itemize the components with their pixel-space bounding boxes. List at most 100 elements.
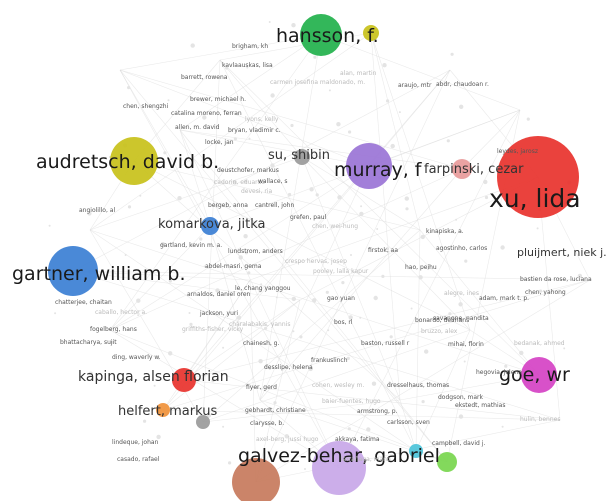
minor-author-label[interactable]: ekstedt, mathias [455, 402, 506, 409]
minor-author-label[interactable]: bruzzo, alex [421, 328, 458, 335]
node-komarkova[interactable] [201, 217, 219, 235]
minor-author-label[interactable]: lyons, kelly [245, 116, 279, 123]
minor-author-label[interactable]: agostinho, carlos [436, 245, 488, 252]
node-label-gartner[interactable]: gartner, william b. [12, 263, 186, 285]
minor-author-label[interactable]: carlsson, sven [387, 419, 430, 426]
node-xu[interactable] [497, 136, 579, 218]
minor-author-label[interactable]: alan, martin [340, 70, 377, 77]
minor-author-label[interactable]: leydes, jarosz [497, 148, 538, 155]
minor-author-label[interactable]: araujo, mtr [398, 82, 432, 89]
minor-author-label[interactable]: deustchofer, markus [217, 167, 279, 174]
minor-author-label[interactable]: caballo, hector a. [95, 309, 148, 316]
node-grey-small[interactable] [196, 415, 210, 429]
node-label-pluijmert[interactable]: pluijmert, niek j. [517, 246, 607, 259]
minor-author-label[interactable]: baston, russell r [361, 340, 410, 347]
node-label-kapinga[interactable]: kapinga, alsen florian [78, 369, 229, 385]
minor-author-label[interactable]: chen, yahong [525, 289, 566, 296]
minor-author-label[interactable]: armstrong, p. [357, 408, 398, 415]
minor-author-label[interactable]: chen, wei-hung [312, 223, 359, 230]
minor-author-label[interactable]: axel-berg, jussi hugo [256, 436, 319, 443]
minor-author-label[interactable]: le, chang yanggou [235, 285, 291, 292]
minor-author-label[interactable]: bhattacharya, sujit [60, 339, 117, 346]
minor-author-label[interactable]: bastien da rose, luciana [520, 276, 592, 283]
minor-author-label[interactable]: dresselhaus, thomas [387, 382, 450, 389]
node-label-galvez[interactable]: galvez-behar, gabriel [238, 445, 440, 467]
minor-author-label[interactable]: bedanak, ahmed [514, 340, 565, 347]
minor-author-label[interactable]: cantrell, john [255, 202, 295, 209]
minor-author-label[interactable]: lindeque, johan [112, 439, 159, 446]
minor-author-label[interactable]: firstok, aa [368, 247, 399, 254]
minor-author-label[interactable]: bryan, vladimir c. [228, 127, 281, 134]
minor-author-label[interactable]: savangne, nandita [433, 315, 489, 322]
minor-author-label[interactable]: cadorin, eduardo [214, 179, 266, 186]
node-audretsch[interactable] [110, 137, 158, 185]
minor-author-label[interactable]: charalabakis, yannis [229, 321, 291, 328]
minor-author-label[interactable]: desslipe, helena [264, 364, 313, 371]
minor-author-label[interactable]: devesi, ria [241, 188, 273, 195]
minor-author-label[interactable]: bergeb, anna [208, 202, 248, 209]
node-hansson[interactable] [300, 14, 342, 56]
node-helfert[interactable] [156, 403, 170, 417]
minor-author-label[interactable]: larrañaga, mano [341, 456, 391, 463]
minor-author-label[interactable]: campbell, david j. [432, 440, 486, 447]
minor-author-label[interactable]: kavlaauskas, lisa [222, 62, 273, 69]
minor-author-label[interactable]: abdr, chaudoan r. [436, 81, 489, 88]
node-label-su[interactable]: su, shibin [268, 148, 331, 163]
node-label-goe[interactable]: goe, wr [499, 364, 570, 386]
minor-author-label[interactable]: pooley, lalla kapur [313, 268, 369, 275]
minor-author-label[interactable]: baier-fuentes, hugo [322, 398, 381, 405]
minor-author-label[interactable]: akkaya, fatima [335, 436, 380, 443]
node-label-komarkova[interactable]: komarkova, jitka [158, 217, 266, 232]
node-galvez-lavender[interactable] [312, 441, 366, 495]
node-goe[interactable] [521, 357, 557, 393]
minor-author-label[interactable]: chen, shengzhi [123, 103, 169, 110]
node-cyan[interactable] [409, 444, 423, 458]
minor-author-label[interactable]: frankuslinch [311, 357, 348, 364]
minor-author-label[interactable]: wallace, s [258, 178, 288, 185]
minor-author-label[interactable]: abdel-masri, gema [205, 263, 262, 270]
minor-author-label[interactable]: adam, mark t. p. [479, 295, 530, 302]
minor-author-label[interactable]: griffiths-fisher, vicky [182, 326, 244, 333]
minor-author-label[interactable]: barrett, rowena [181, 74, 228, 81]
node-kapinga[interactable] [172, 368, 196, 392]
minor-author-label[interactable]: grefen, paul [290, 214, 327, 221]
minor-author-label[interactable]: crespo hervas, josep [285, 258, 347, 265]
minor-author-label[interactable]: chatterjee, chaitan [55, 299, 112, 306]
node-su[interactable] [294, 149, 310, 165]
node-farpinski[interactable] [452, 159, 472, 179]
node-galvez-brown[interactable] [232, 458, 280, 501]
minor-author-label[interactable]: mihai, florin [448, 341, 484, 348]
node-label-farpinski[interactable]: farpinski, cezar [424, 162, 524, 177]
node-label-xu[interactable]: xu, lida [489, 184, 581, 213]
minor-author-label[interactable]: bonardo, delmans [415, 317, 470, 324]
minor-author-label[interactable]: brewer, michael h. [190, 96, 246, 103]
node-lightgreen[interactable] [437, 452, 457, 472]
minor-author-label[interactable]: locke, jan [205, 139, 234, 146]
minor-author-label[interactable]: angiolillo, al [79, 207, 116, 214]
minor-author-label[interactable]: hao, peihu [405, 264, 437, 271]
minor-author-label[interactable]: arnaldos, daniel oren [187, 291, 251, 298]
minor-author-label[interactable]: kinapiska, a. [426, 228, 464, 235]
minor-author-label[interactable]: clarysse, b. [250, 420, 285, 427]
node-label-hansson[interactable]: hansson, f. [276, 25, 379, 47]
minor-author-label[interactable]: lundstrom, anders [228, 248, 283, 255]
minor-author-label[interactable]: dodgson, mark [438, 394, 483, 401]
minor-author-label[interactable]: gebhardt, christiane [245, 407, 306, 414]
minor-author-label[interactable]: casado, rafael [117, 456, 160, 463]
minor-author-label[interactable]: ding, waverly w. [112, 354, 161, 361]
minor-author-label[interactable]: chainesh, g. [243, 340, 280, 347]
minor-author-label[interactable]: catalina moreno, ferran [171, 110, 242, 117]
minor-author-label[interactable]: carmen josefina maldonado, m. [270, 79, 366, 86]
minor-author-label[interactable]: alegre, ines [444, 290, 479, 297]
minor-author-label[interactable]: allen, m. david [175, 124, 220, 131]
minor-author-label[interactable]: hegovia, jelena [476, 369, 522, 376]
node-gartner[interactable] [48, 246, 98, 296]
minor-author-label[interactable]: gao yuan [327, 295, 355, 302]
node-label-helfert[interactable]: helfert, markus [118, 404, 218, 419]
minor-author-label[interactable]: hulin, bennes [520, 416, 561, 423]
minor-author-label[interactable]: fiyer, gerd [246, 384, 277, 391]
node-label-murray[interactable]: murray, f [334, 159, 422, 181]
minor-author-label[interactable]: gartland, kevin m. a. [160, 242, 223, 249]
minor-author-label[interactable]: cohen, wesley m. [312, 382, 365, 389]
minor-author-label[interactable]: bos, rl [334, 319, 353, 326]
